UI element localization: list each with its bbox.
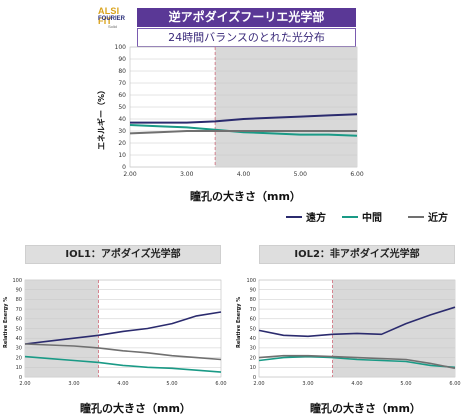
- legend-swatch-near: [408, 215, 424, 218]
- main-ytick-label: 0: [122, 164, 126, 171]
- iol1-series-line-far: [24, 311, 222, 345]
- main-xtick-label: 4.00: [237, 171, 251, 178]
- brand-logo: ALSI FIT FOURIER Solid: [98, 6, 136, 30]
- legend-item-far: 遠方: [286, 209, 326, 224]
- iol1-ytick-label: 80: [16, 297, 22, 303]
- iol2-ytick-label: 30: [250, 346, 256, 352]
- main-ytick-label: 80: [118, 68, 126, 75]
- main-xtick-label: 2.00: [123, 171, 137, 178]
- iol1-ytick-label: 90: [16, 287, 22, 293]
- iol2-xtick-label: 3.00: [302, 381, 313, 387]
- iol2-chart-title: IOL2：非アポダイズ光学部: [259, 245, 455, 264]
- iol2-chart-plot: 0 10 20 30 40 50 60 70 80 90 100 2.00 3.00 4.00 5.00 6.…: [246, 278, 460, 387]
- iol1-ytick-label: 40: [16, 336, 22, 342]
- iol2-series-line-near: [258, 354, 456, 370]
- iol1-ytick-label: 20: [16, 355, 22, 361]
- iol1-chart-title: IOL1：アポダイズ光学部: [25, 245, 221, 264]
- iol1-ytick-label: 10: [16, 365, 22, 371]
- iol2-ytick-label: 10: [250, 365, 256, 371]
- iol2-xtick-label: 2.00: [253, 381, 264, 387]
- logo-line3: Solid: [108, 24, 117, 29]
- main-series-line-far: [130, 113, 358, 124]
- iol2-ytick-label: 60: [250, 317, 256, 323]
- legend-swatch-mid: [342, 215, 358, 218]
- legend-label-near: 近方: [428, 213, 448, 224]
- iol2-ytick-label: 20: [250, 355, 256, 361]
- main-ytick-label: 70: [118, 80, 126, 87]
- iol2-ytick-label: 100: [246, 278, 256, 284]
- iol2-series-line-far: [258, 306, 456, 338]
- main-ytick-label: 90: [118, 56, 126, 63]
- iol2-ytick-label: 0: [253, 375, 256, 381]
- iol1-xtick-label: 4.00: [117, 381, 128, 387]
- main-ytick-label: 60: [118, 92, 126, 99]
- iol1-ytick-label: 100: [12, 278, 22, 284]
- main-ytick-label: 40: [118, 116, 126, 123]
- main-xtick-label: 3.00: [180, 171, 194, 178]
- main-chart-subtitle: 24時間バランスのとれた光分布: [137, 28, 356, 47]
- iol1-xtick-label: 5.00: [166, 381, 177, 387]
- main-chart-xlabel: 瞳孔の大きさ（mm）: [190, 190, 301, 203]
- legend-label-far: 遠方: [306, 213, 326, 224]
- iol2-ytick-label: 80: [250, 297, 256, 303]
- logo-line1: ALSI FIT: [98, 6, 120, 26]
- iol1-series-line-near: [24, 343, 222, 361]
- main-ytick-label: 100: [115, 44, 127, 51]
- iol2-chart-xlabel: 瞳孔の大きさ（mm）: [310, 402, 421, 415]
- main-ytick-label: 10: [118, 152, 126, 159]
- iol1-ytick-label: 0: [19, 375, 22, 381]
- iol1-xtick-label: 2.00: [19, 381, 30, 387]
- iol2-xtick-label: 4.00: [351, 381, 362, 387]
- iol1-ytick-label: 70: [16, 307, 22, 313]
- iol2-ytick-label: 90: [250, 287, 256, 293]
- iol2-ytick-label: 50: [250, 326, 256, 332]
- iol1-ytick-label: 30: [16, 346, 22, 352]
- main-ytick-label: 30: [118, 128, 126, 135]
- iol1-chart-plot: 0 10 20 30 40 50 60 70 80 90 100 2.00 3.00 4.00 5.00 6.…: [12, 278, 226, 387]
- iol1-xtick-label: 3.00: [68, 381, 79, 387]
- legend-label-mid: 中間: [362, 213, 382, 224]
- iol1-chart-xlabel: 瞳孔の大きさ（mm）: [80, 402, 191, 415]
- iol2-xtick-label: 6.00: [449, 381, 460, 387]
- main-ytick-label: 50: [118, 104, 126, 111]
- iol2-ytick-label: 70: [250, 307, 256, 313]
- main-series-line-mid: [129, 124, 358, 137]
- iol1-xtick-label: 6.00: [215, 381, 226, 387]
- legend-item-near: 近方: [408, 209, 448, 224]
- main-xtick-label: 6.00: [350, 171, 364, 178]
- logo-line2: FOURIER: [98, 16, 125, 22]
- legend-swatch-far: [286, 215, 302, 218]
- legend-item-mid: 中間: [342, 209, 382, 224]
- main-chart-title: 逆アポダイズフーリエ光学部: [137, 8, 356, 27]
- iol1-series-line-mid: [24, 355, 222, 373]
- main-ytick-label: 20: [118, 140, 126, 147]
- iol2-series-line-mid: [258, 355, 456, 369]
- iol1-ytick-label: 50: [16, 326, 22, 332]
- iol2-ytick-label: 40: [250, 336, 256, 342]
- iol2-xtick-label: 5.00: [400, 381, 411, 387]
- main-chart-plot: 0 10 20 30 40 50 60 70 80 90 100 2.00 3.00 4.00 5.00 6.…: [115, 44, 364, 178]
- iol1-ytick-label: 60: [16, 317, 22, 323]
- main-series-line-near: [129, 130, 357, 135]
- main-xtick-label: 5.00: [294, 171, 308, 178]
- legend: 遠方 中間 近方: [286, 209, 465, 224]
